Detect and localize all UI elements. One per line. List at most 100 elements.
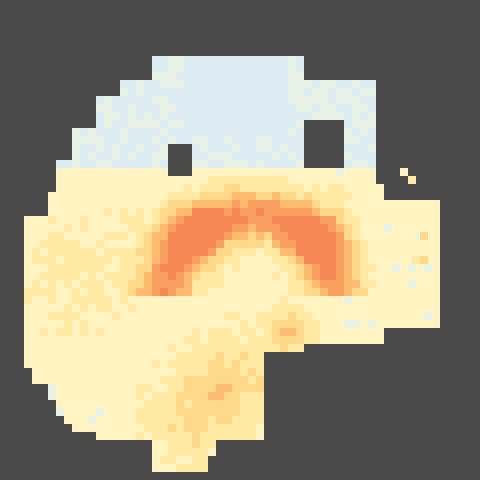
- heatmap-cell: [208, 264, 216, 272]
- heatmap-cell: [296, 136, 304, 144]
- heatmap-cell: [160, 352, 168, 360]
- heatmap-cell: [256, 64, 264, 72]
- heatmap-cell: [64, 304, 72, 312]
- heatmap-cell: [128, 264, 136, 272]
- heatmap-cell: [368, 152, 376, 160]
- heatmap-cell: [256, 320, 264, 328]
- heatmap-cell: [208, 392, 216, 400]
- heatmap-cell: [280, 216, 288, 224]
- heatmap-cell: [264, 160, 272, 168]
- heatmap-cell: [120, 336, 128, 344]
- heatmap-cell: [264, 240, 272, 248]
- heatmap-cell: [128, 232, 136, 240]
- heatmap-cell: [256, 240, 264, 248]
- heatmap-cell: [160, 96, 168, 104]
- heatmap-cell: [264, 344, 272, 352]
- heatmap-cell: [152, 280, 160, 288]
- heatmap-cell: [232, 88, 240, 96]
- heatmap-cell: [320, 208, 328, 216]
- heatmap-cell: [112, 272, 120, 280]
- heatmap-cell: [224, 336, 232, 344]
- heatmap-cell: [288, 320, 296, 328]
- heatmap-cell: [216, 416, 224, 424]
- heatmap-cell: [96, 408, 104, 416]
- heatmap-cell: [64, 224, 72, 232]
- heatmap-cell: [152, 216, 160, 224]
- heatmap-cell: [344, 120, 352, 128]
- heatmap-cell: [320, 288, 328, 296]
- heatmap-cell: [200, 96, 208, 104]
- heatmap-cell: [24, 280, 32, 288]
- heatmap-cell: [216, 208, 224, 216]
- heatmap-cell: [128, 216, 136, 224]
- heatmap-cell: [232, 336, 240, 344]
- heatmap-cell: [96, 312, 104, 320]
- heatmap-cell: [368, 112, 376, 120]
- heatmap-cell: [176, 408, 184, 416]
- heatmap-cell: [104, 296, 112, 304]
- heatmap-cell: [224, 360, 232, 368]
- heatmap-cell: [136, 168, 144, 176]
- heatmap-cell: [432, 320, 440, 328]
- heatmap-cell: [352, 280, 360, 288]
- heatmap-cell: [48, 312, 56, 320]
- heatmap-cell: [352, 288, 360, 296]
- heatmap-cell: [88, 312, 96, 320]
- heatmap-cell: [376, 216, 384, 224]
- heatmap-cell: [216, 328, 224, 336]
- heatmap-cell: [96, 128, 104, 136]
- heatmap-cell: [184, 192, 192, 200]
- heatmap-cell: [352, 264, 360, 272]
- heatmap-cell: [48, 328, 56, 336]
- heatmap-cell: [184, 320, 192, 328]
- heatmap-cell: [168, 344, 176, 352]
- heatmap-cell: [152, 88, 160, 96]
- heatmap-cell: [40, 328, 48, 336]
- heatmap-cell: [208, 448, 216, 456]
- heatmap-cell: [328, 200, 336, 208]
- heatmap-cell: [48, 264, 56, 272]
- heatmap-cell: [88, 288, 96, 296]
- heatmap-cell: [296, 288, 304, 296]
- heatmap-cell: [288, 80, 296, 88]
- heatmap-cell: [368, 160, 376, 168]
- heatmap-cell: [72, 392, 80, 400]
- heatmap-cell: [48, 192, 56, 200]
- heatmap-cell: [112, 168, 120, 176]
- heatmap-cell: [296, 280, 304, 288]
- heatmap-cell: [136, 272, 144, 280]
- heatmap-cell: [208, 144, 216, 152]
- heatmap-cell: [248, 80, 256, 88]
- heatmap-cell: [280, 72, 288, 80]
- heatmap-cell: [368, 328, 376, 336]
- heatmap-cell: [96, 416, 104, 424]
- heatmap-cell: [208, 304, 216, 312]
- heatmap-cell: [344, 152, 352, 160]
- heatmap-cell: [160, 240, 168, 248]
- heatmap-cell: [232, 432, 240, 440]
- heatmap-cell: [144, 416, 152, 424]
- heatmap-cell: [368, 136, 376, 144]
- heatmap-cell: [384, 264, 392, 272]
- heatmap-cell: [408, 272, 416, 280]
- heatmap-cell: [176, 448, 184, 456]
- heatmap-cell: [224, 264, 232, 272]
- heatmap-cell: [128, 192, 136, 200]
- heatmap-cell: [104, 304, 112, 312]
- heatmap-cell: [184, 128, 192, 136]
- heatmap-cell: [160, 144, 168, 152]
- heatmap-cell: [328, 88, 336, 96]
- heatmap-cell: [232, 392, 240, 400]
- heatmap-cell: [296, 344, 304, 352]
- heatmap-cell: [72, 416, 80, 424]
- heatmap-cell: [160, 152, 168, 160]
- heatmap-cell: [64, 216, 72, 224]
- heatmap-cell: [200, 200, 208, 208]
- heatmap-cell: [112, 152, 120, 160]
- heatmap-cell: [224, 192, 232, 200]
- heatmap-cell: [232, 168, 240, 176]
- heatmap-cell: [104, 248, 112, 256]
- heatmap-cell: [128, 136, 136, 144]
- heatmap-cell: [184, 104, 192, 112]
- heatmap-cell: [168, 312, 176, 320]
